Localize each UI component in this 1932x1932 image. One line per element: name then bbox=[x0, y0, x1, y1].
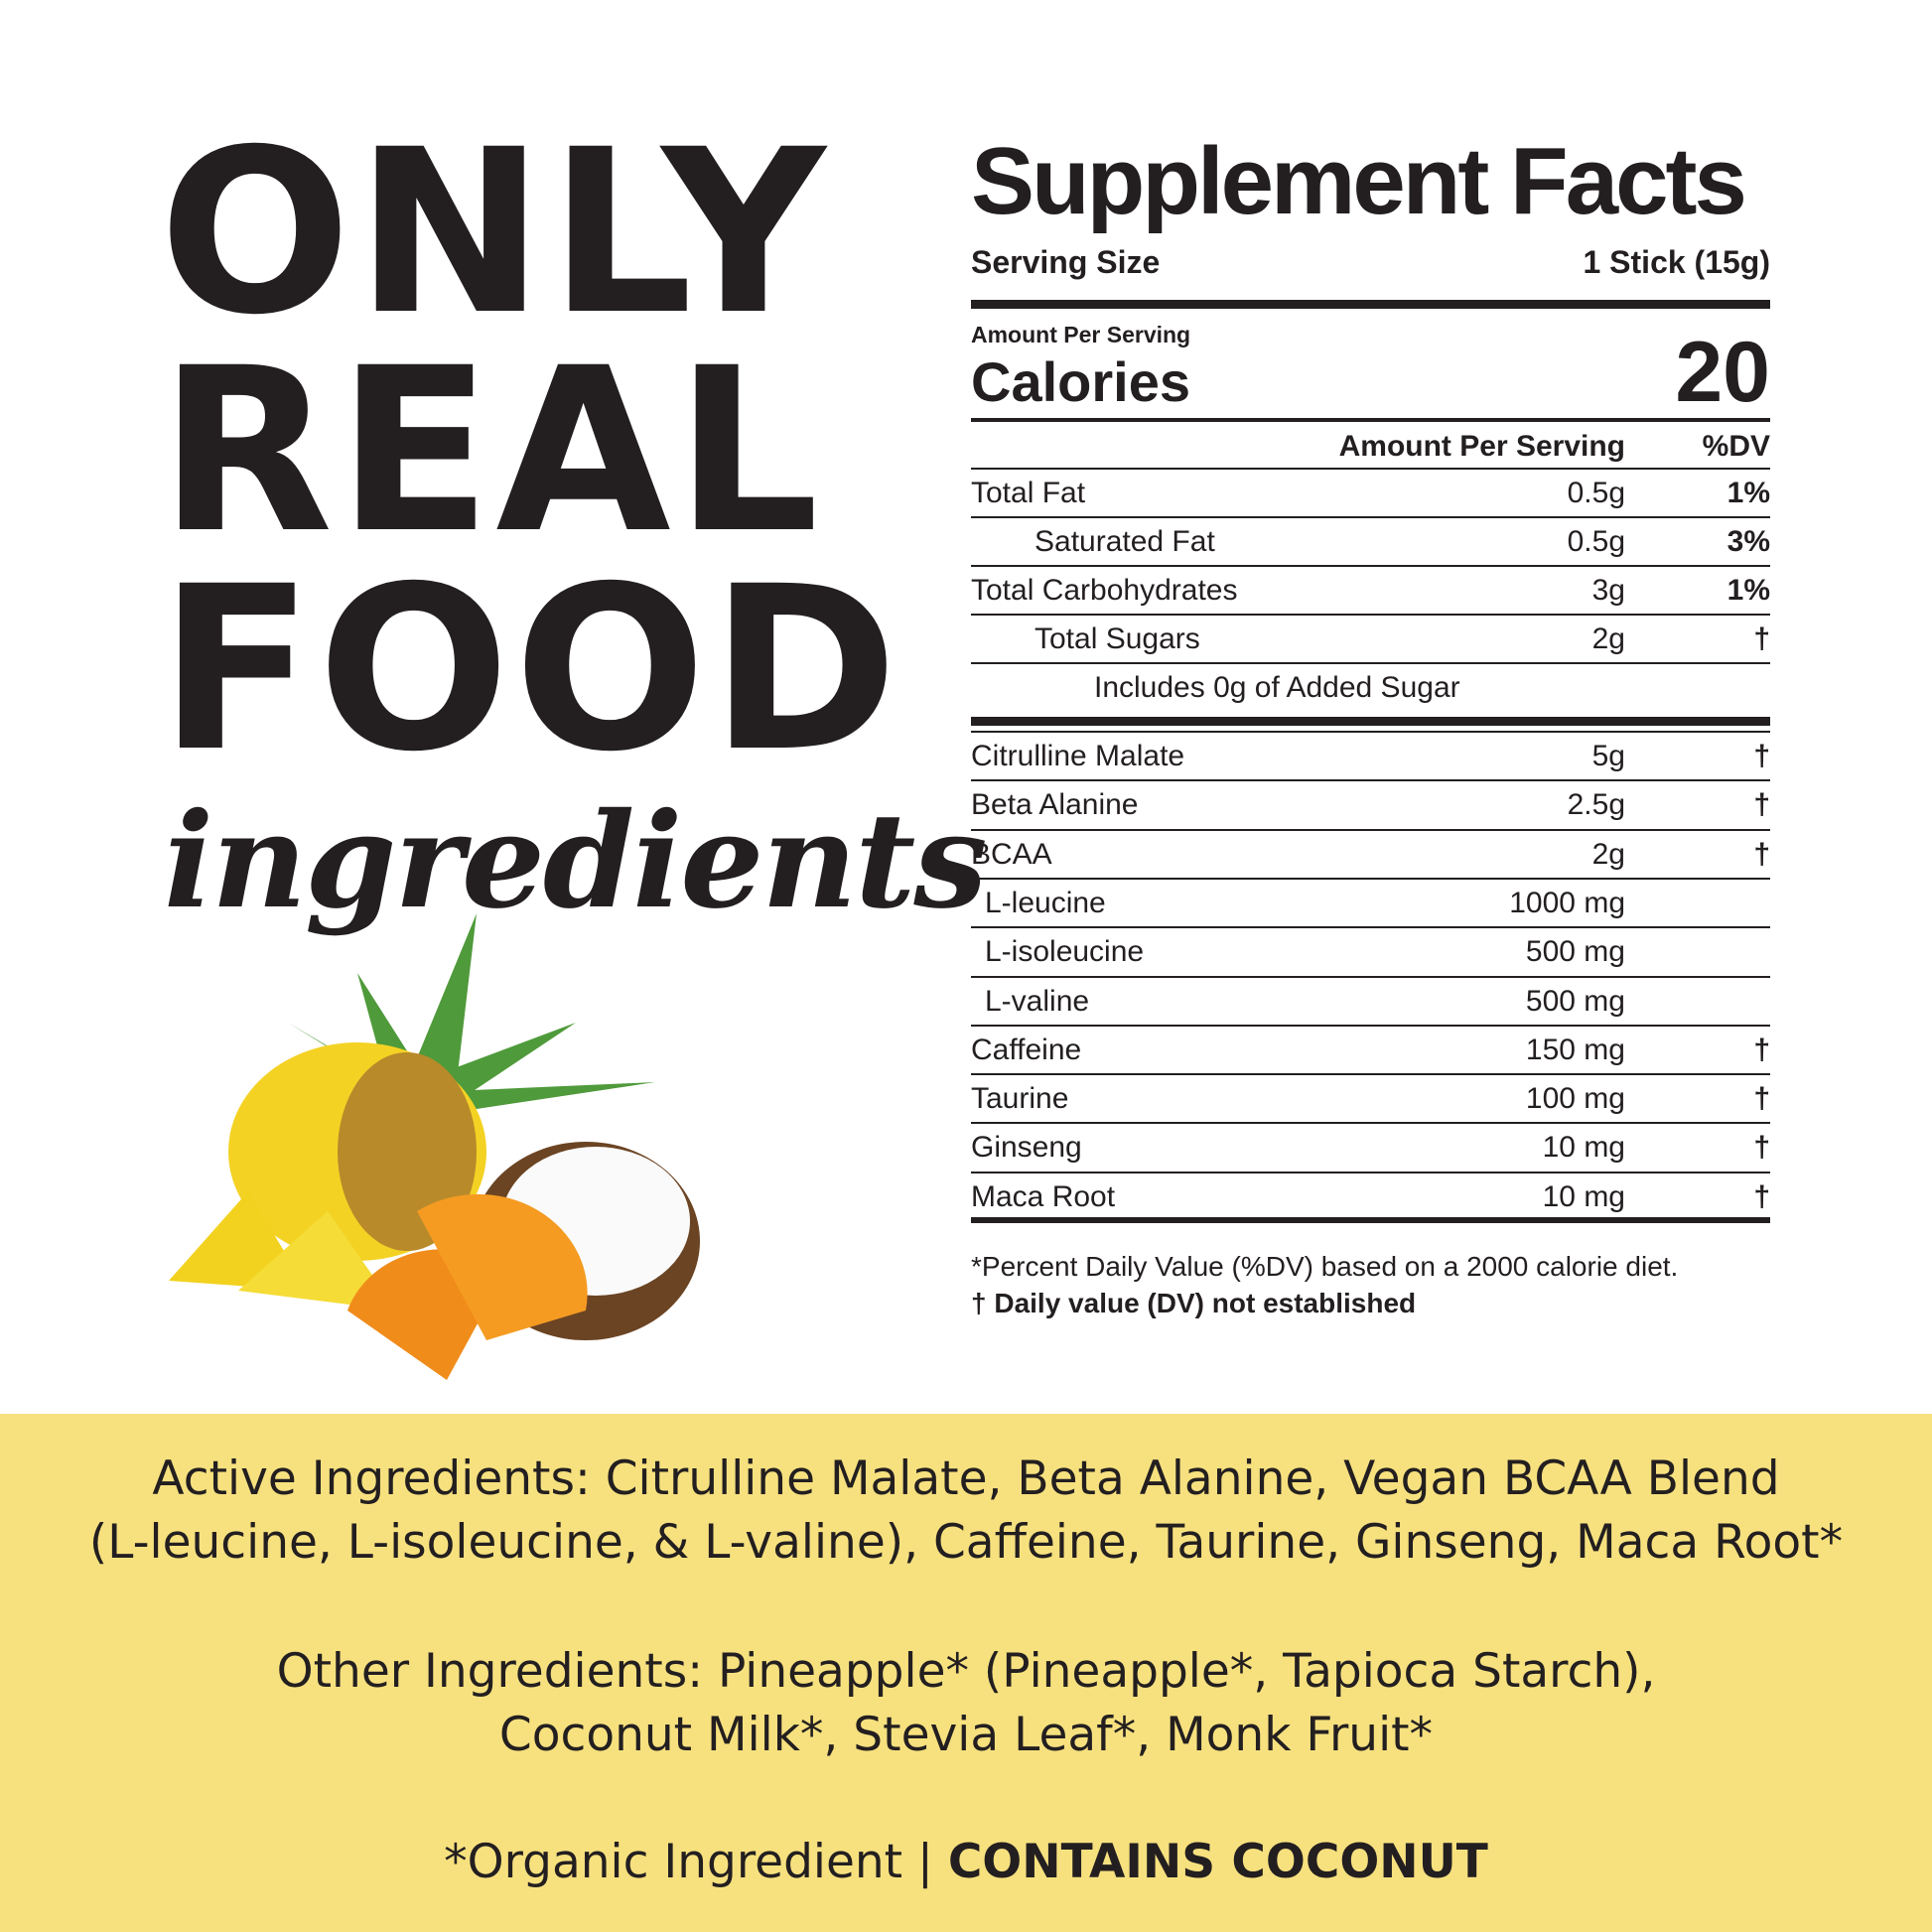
column-header: Amount Per Serving %DV bbox=[971, 427, 1770, 467]
row-divider bbox=[971, 926, 1770, 929]
row-divider bbox=[971, 516, 1770, 518]
column-dv: %DV bbox=[1702, 430, 1770, 463]
table-row: Total Carbohydrates 3g 1% bbox=[971, 571, 1770, 611]
row-amount: 2g bbox=[1591, 622, 1625, 655]
row-amount: 2.5g bbox=[1567, 788, 1625, 822]
row-amount: 0.5g bbox=[1567, 477, 1625, 509]
row-name: Beta Alanine bbox=[971, 788, 1139, 822]
row-amount: 500 mg bbox=[1525, 935, 1625, 969]
table-row: Total Sugars 2g † bbox=[971, 620, 1770, 659]
row-name: L-isoleucine bbox=[985, 935, 1145, 969]
table-row: L-leucine 1000 mg bbox=[971, 884, 1770, 923]
table-row: Beta Alanine 2.5g † bbox=[971, 785, 1770, 825]
row-divider bbox=[971, 731, 1770, 733]
organic-note: *Organic Ingredient | bbox=[444, 1835, 948, 1889]
table-row: Total Fat 0.5g 1% bbox=[971, 474, 1770, 513]
other-ingredients-line2: Coconut Milk*, Stevia Leaf*, Monk Fruit* bbox=[498, 1708, 1434, 1762]
row-divider bbox=[971, 877, 1770, 880]
facts-title: Supplement Facts bbox=[971, 128, 1747, 234]
divider bbox=[971, 300, 1770, 309]
row-dv: † bbox=[1753, 1082, 1770, 1116]
row-amount: 0.5g bbox=[1567, 525, 1625, 558]
row-divider bbox=[971, 1073, 1770, 1076]
amount-per-serving-label: Amount Per Serving bbox=[971, 322, 1191, 347]
row-name: BCAA bbox=[971, 837, 1052, 871]
row-divider bbox=[971, 828, 1770, 831]
active-ingredients-line1: Active Ingredients: Citrulline Malate, B… bbox=[152, 1451, 1780, 1506]
row-name: Citrulline Malate bbox=[971, 740, 1185, 772]
row-name: Saturated Fat bbox=[1035, 525, 1215, 558]
row-divider bbox=[971, 468, 1770, 470]
table-row: Citrulline Malate 5g † bbox=[971, 737, 1770, 776]
row-divider bbox=[971, 975, 1770, 978]
divider bbox=[971, 1217, 1770, 1223]
headline-real: REAL bbox=[159, 319, 824, 583]
table-row: Includes 0g of Added Sugar bbox=[971, 668, 1770, 708]
divider bbox=[971, 418, 1770, 422]
row-name: Taurine bbox=[971, 1082, 1069, 1116]
row-amount: 2g bbox=[1591, 837, 1625, 871]
row-dv: † bbox=[1753, 740, 1770, 772]
row-dv: † bbox=[1753, 837, 1770, 871]
row-divider bbox=[971, 779, 1770, 782]
row-name: Ginseng bbox=[971, 1131, 1082, 1165]
divider bbox=[971, 717, 1770, 726]
row-amount: 3g bbox=[1591, 574, 1625, 607]
row-dv: † bbox=[1753, 788, 1770, 822]
row-dv: † bbox=[1753, 1179, 1770, 1213]
ingredients-band: Active Ingredients: Citrulline Malate, B… bbox=[0, 1414, 1932, 1932]
calories-value: 20 bbox=[1675, 325, 1770, 420]
row-dv: † bbox=[1753, 622, 1770, 655]
row-divider bbox=[971, 565, 1770, 567]
row-amount: 5g bbox=[1591, 740, 1625, 772]
row-divider bbox=[971, 662, 1770, 664]
row-name: Total Carbohydrates bbox=[971, 574, 1238, 607]
serving-size-value: 1 Stick (15g) bbox=[1583, 244, 1770, 280]
footnote-dagger: † Daily value (DV) not established bbox=[971, 1288, 1417, 1318]
other-ingredients-line1: Other Ingredients: Pineapple* (Pineapple… bbox=[276, 1644, 1656, 1699]
row-amount: 150 mg bbox=[1525, 1033, 1625, 1066]
headline-ingredients: ingredients bbox=[164, 784, 988, 938]
row-dv: 1% bbox=[1726, 574, 1770, 607]
row-name: Caffeine bbox=[971, 1033, 1082, 1066]
table-row: Ginseng 10 mg † bbox=[971, 1128, 1770, 1168]
row-amount: 10 mg bbox=[1542, 1131, 1625, 1165]
table-row: L-isoleucine 500 mg bbox=[971, 932, 1770, 972]
row-amount: 100 mg bbox=[1525, 1082, 1625, 1116]
row-name: L-leucine bbox=[985, 886, 1106, 919]
fruit-image bbox=[169, 913, 700, 1380]
table-row: Saturated Fat 0.5g 3% bbox=[971, 522, 1770, 562]
row-name: Total Sugars bbox=[1035, 622, 1200, 655]
row-dv: † bbox=[1753, 1033, 1770, 1066]
column-amount: Amount Per Serving bbox=[1338, 430, 1625, 463]
serving-size-label: Serving Size bbox=[971, 244, 1161, 280]
table-row: Caffeine 150 mg † bbox=[971, 1031, 1770, 1070]
row-amount: 1000 mg bbox=[1509, 886, 1625, 919]
row-name: Total Fat bbox=[971, 477, 1086, 509]
row-name: Includes 0g of Added Sugar bbox=[1094, 671, 1460, 704]
row-dv: 1% bbox=[1726, 477, 1770, 509]
row-dv: 3% bbox=[1726, 525, 1770, 558]
headline-only: ONLY bbox=[159, 100, 830, 364]
row-name: L-valine bbox=[985, 984, 1090, 1018]
table-row: BCAA 2g † bbox=[971, 835, 1770, 875]
table-row: Taurine 100 mg † bbox=[971, 1079, 1770, 1119]
table-row: L-valine 500 mg bbox=[971, 982, 1770, 1022]
row-dv: † bbox=[1753, 1131, 1770, 1165]
row-divider bbox=[971, 614, 1770, 616]
calories-label: Calories bbox=[971, 350, 1190, 413]
footnote-dv: *Percent Daily Value (%DV) based on a 20… bbox=[971, 1251, 1679, 1282]
row-divider bbox=[971, 1122, 1770, 1125]
row-amount: 10 mg bbox=[1542, 1179, 1625, 1213]
table-row: Maca Root 10 mg † bbox=[971, 1177, 1770, 1217]
row-divider bbox=[971, 1171, 1770, 1173]
row-name: Maca Root bbox=[971, 1179, 1116, 1213]
allergen-note: CONTAINS COCONUT bbox=[947, 1835, 1488, 1889]
active-ingredients-line2: (L-leucine, L-isoleucine, & L-valine), C… bbox=[88, 1515, 1844, 1570]
row-amount: 500 mg bbox=[1525, 984, 1625, 1018]
headline-food: FOOD bbox=[159, 537, 902, 801]
row-divider bbox=[971, 1024, 1770, 1027]
